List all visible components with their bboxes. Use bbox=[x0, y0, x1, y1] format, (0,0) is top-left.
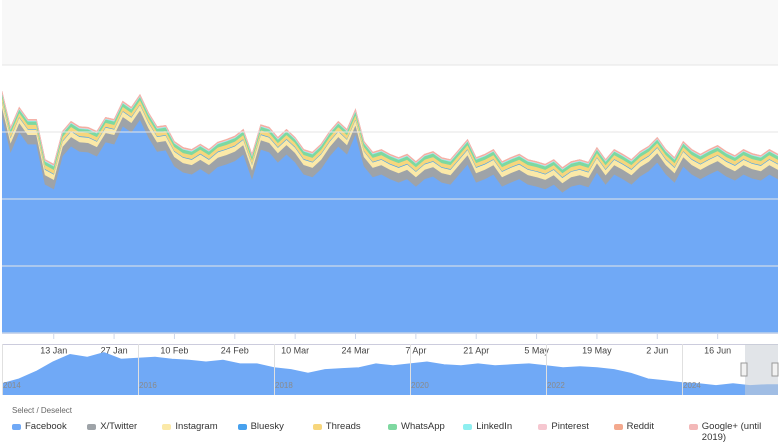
legend: Facebook X/Twitter Instagram Bluesky Threads… bbox=[12, 421, 782, 448]
plot-area bbox=[2, 64, 778, 333]
legend-swatch bbox=[538, 424, 548, 430]
legend-swatch bbox=[312, 424, 322, 430]
legend-swatch bbox=[87, 424, 97, 430]
x-tick-label: 10 Mar bbox=[281, 345, 309, 355]
navigator-handle[interactable] bbox=[771, 362, 779, 377]
legend-swatch bbox=[388, 424, 397, 430]
legend-swatch bbox=[162, 424, 172, 430]
x-tick-label: 21 Apr bbox=[463, 345, 489, 355]
legend-title: Select / Deselect bbox=[12, 406, 73, 415]
x-tick-label: 2 Jun bbox=[646, 345, 668, 355]
legend-label: X/Twitter bbox=[100, 421, 138, 432]
navigator-label: 2016 bbox=[139, 381, 157, 390]
x-tick-label: 5 May bbox=[524, 345, 549, 355]
legend-label: Google+ (until 2019) bbox=[701, 421, 762, 443]
x-tick-label: 7 Apr bbox=[405, 345, 426, 355]
navigator: 2014 2016 2018 2020 2022 2024 bbox=[2, 344, 778, 395]
legend-swatch bbox=[613, 424, 623, 430]
x-axis: 13 Jan 27 Jan 10 Feb 24 Feb 10 Mar 24 Mar 7 Ap… bbox=[2, 333, 778, 355]
legend-label: Instagram bbox=[175, 421, 218, 432]
x-tick-label: 24 Mar bbox=[342, 345, 370, 355]
navigator-label: 2018 bbox=[275, 381, 293, 390]
legend-label: WhatsApp bbox=[401, 421, 445, 432]
x-tick-label: 24 Feb bbox=[221, 345, 249, 355]
x-tick-label: 10 Feb bbox=[160, 345, 188, 355]
legend-swatch bbox=[463, 424, 473, 430]
navigator-handle[interactable] bbox=[740, 362, 748, 377]
area bbox=[2, 91, 778, 168]
chart: 13 Jan 27 Jan 10 Feb 24 Feb 10 Mar 24 Mar 7 Ap… bbox=[2, 0, 779, 395]
navigator-label: 2024 bbox=[683, 381, 701, 390]
x-tick-label: 16 Jun bbox=[704, 345, 731, 355]
legend-swatch bbox=[12, 424, 21, 430]
legend-label: Bluesky bbox=[250, 421, 284, 432]
legend-label: Reddit bbox=[626, 421, 655, 432]
legend-label: Threads bbox=[325, 421, 361, 432]
legend-swatch bbox=[688, 424, 698, 430]
legend-label: Pinterest bbox=[551, 421, 589, 432]
x-tick-label: 19 May bbox=[582, 345, 612, 355]
navigator-area bbox=[2, 352, 778, 395]
navigator-label: 2022 bbox=[547, 381, 565, 390]
x-tick-label: 13 Jan bbox=[40, 345, 67, 355]
legend-swatch bbox=[237, 424, 247, 430]
plot-band bbox=[2, 0, 778, 65]
navigator-label: 2020 bbox=[411, 381, 429, 390]
legend-label: LinkedIn bbox=[476, 421, 513, 432]
navigator-label: 2014 bbox=[3, 381, 21, 390]
x-tick-label: 27 Jan bbox=[101, 345, 128, 355]
legend-label: Facebook bbox=[25, 421, 67, 432]
